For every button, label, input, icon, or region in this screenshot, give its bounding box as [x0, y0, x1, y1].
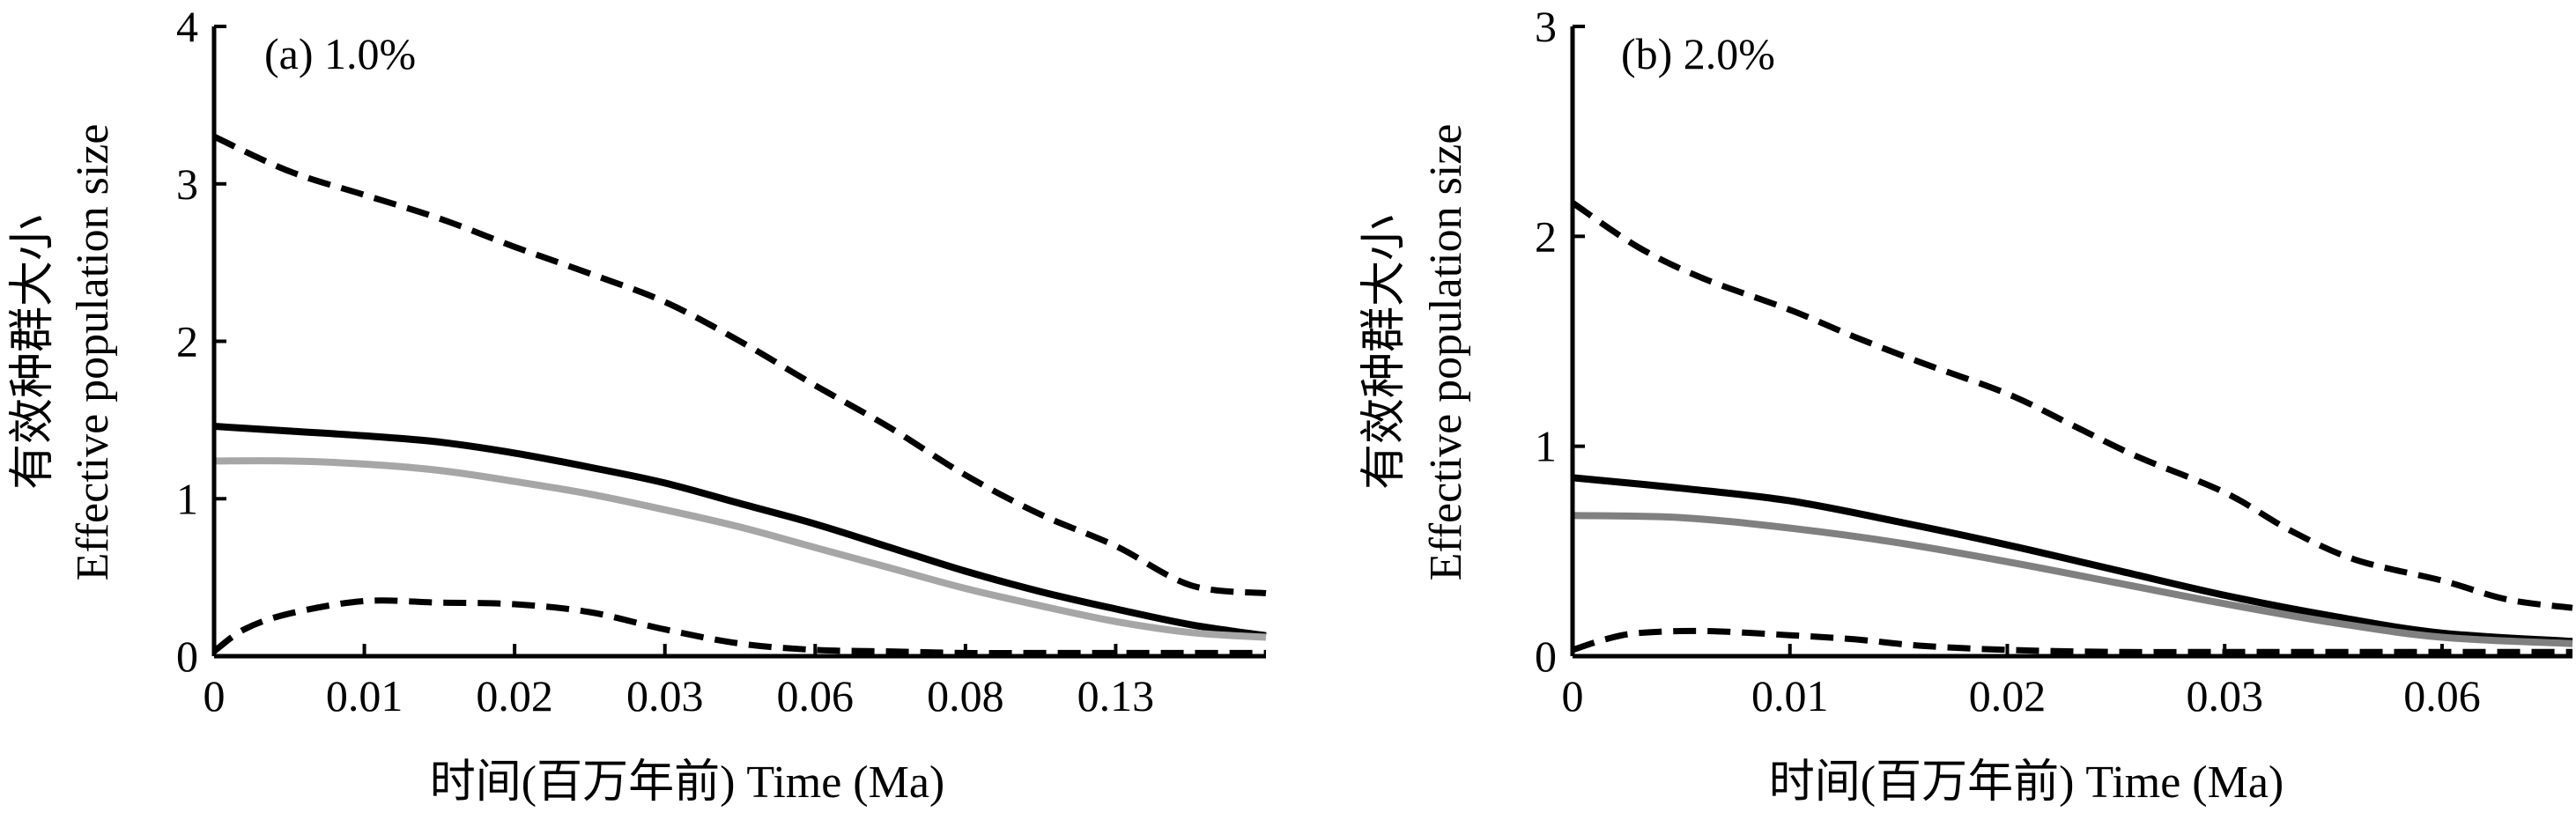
panel-a-x-axis-title: 时间(百万年前) Time (Ma) — [430, 757, 945, 808]
panel-a-series-group — [211, 133, 1267, 657]
panel-b-x-tick-label: 0.02 — [1969, 671, 2047, 720]
panel-b-y-tick-label: 0 — [1535, 632, 1557, 681]
panel-b-median-black-line — [1572, 474, 2573, 646]
panel-a-x-tick-label: 0.13 — [1077, 671, 1155, 720]
panel-b-series-group — [1571, 200, 2573, 655]
panel-b-y-axis-title-zh: 有效种群大小 — [1359, 215, 1410, 490]
panel-b-lower-bound-dashed-line — [1571, 627, 2572, 655]
panel-b-x-tick-label: 0.03 — [2186, 671, 2263, 720]
panel-a-x-tick-label: 0.06 — [777, 671, 855, 720]
panel-b-x-ticks: 0 0.01 0.02 0.03 0.06 — [1562, 644, 2481, 720]
panel-a-y-tick-label: 1 — [176, 474, 198, 523]
panel-a-y-tick-label: 3 — [176, 159, 198, 209]
panel-a-upper-bound-dashed-line — [212, 133, 1267, 596]
panel-b-y-tick-label: 2 — [1535, 211, 1557, 261]
panel-b-y-tick-label: 1 — [1535, 422, 1557, 471]
panel-a-gray-line — [213, 457, 1267, 641]
panel-a-lower-bound-dashed-line — [211, 597, 1266, 657]
panel-a-x-tick-label: 0.03 — [626, 671, 704, 720]
panel-b-x-tick-label: 0 — [1562, 671, 1584, 720]
panel-b-y-tick-label: 3 — [1535, 2, 1557, 51]
panel-b-y-ticks: 0 1 2 3 — [1535, 2, 1585, 681]
panel-a-x-tick-label: 0 — [204, 671, 226, 720]
panel-a-x-tick-label: 0.02 — [476, 671, 553, 720]
panel-b-upper-bound-dashed-line — [1571, 200, 2573, 611]
panel-b-gray-line — [1572, 512, 2573, 647]
panel-a-y-axis-title-en: Effective population size — [68, 124, 118, 581]
panel-b-x-tick-label: 0.06 — [2403, 671, 2481, 720]
panel-a-y-ticks: 0 1 2 3 4 — [176, 2, 226, 681]
panel-a-y-tick-label: 2 — [176, 317, 198, 366]
panel-a-y-tick-label: 4 — [176, 2, 198, 51]
panel-a: 0 1 2 3 4 0 0.01 0.02 0.03 0.06 0.08 0.13 (a) 1.0%… — [8, 2, 1267, 808]
panel-b-y-axis-title-en: Effective population size — [1421, 124, 1471, 581]
panel-a-y-axis-title-zh: 有效种群大小 — [8, 215, 58, 490]
panel-a-x-tick-label: 0.01 — [326, 671, 403, 720]
panel-a-x-tick-label: 0.08 — [927, 671, 1004, 720]
panel-b-x-tick-label: 0.01 — [1751, 671, 1829, 720]
panel-a-median-black-line — [213, 423, 1267, 639]
panel-a-x-ticks: 0 0.01 0.02 0.03 0.06 0.08 0.13 — [204, 644, 1155, 720]
panel-a-y-tick-label: 0 — [176, 632, 198, 681]
panel-b-x-axis-title: 时间(百万年前) Time (Ma) — [1769, 757, 2284, 808]
panel-b-label: (b) 2.0% — [1621, 29, 1775, 78]
panel-b: 0 1 2 3 0 0.01 0.02 0.03 0.06 (b) 2.0% 时间(百万年前)… — [1359, 2, 2573, 808]
panel-a-label: (a) 1.0% — [264, 29, 416, 78]
